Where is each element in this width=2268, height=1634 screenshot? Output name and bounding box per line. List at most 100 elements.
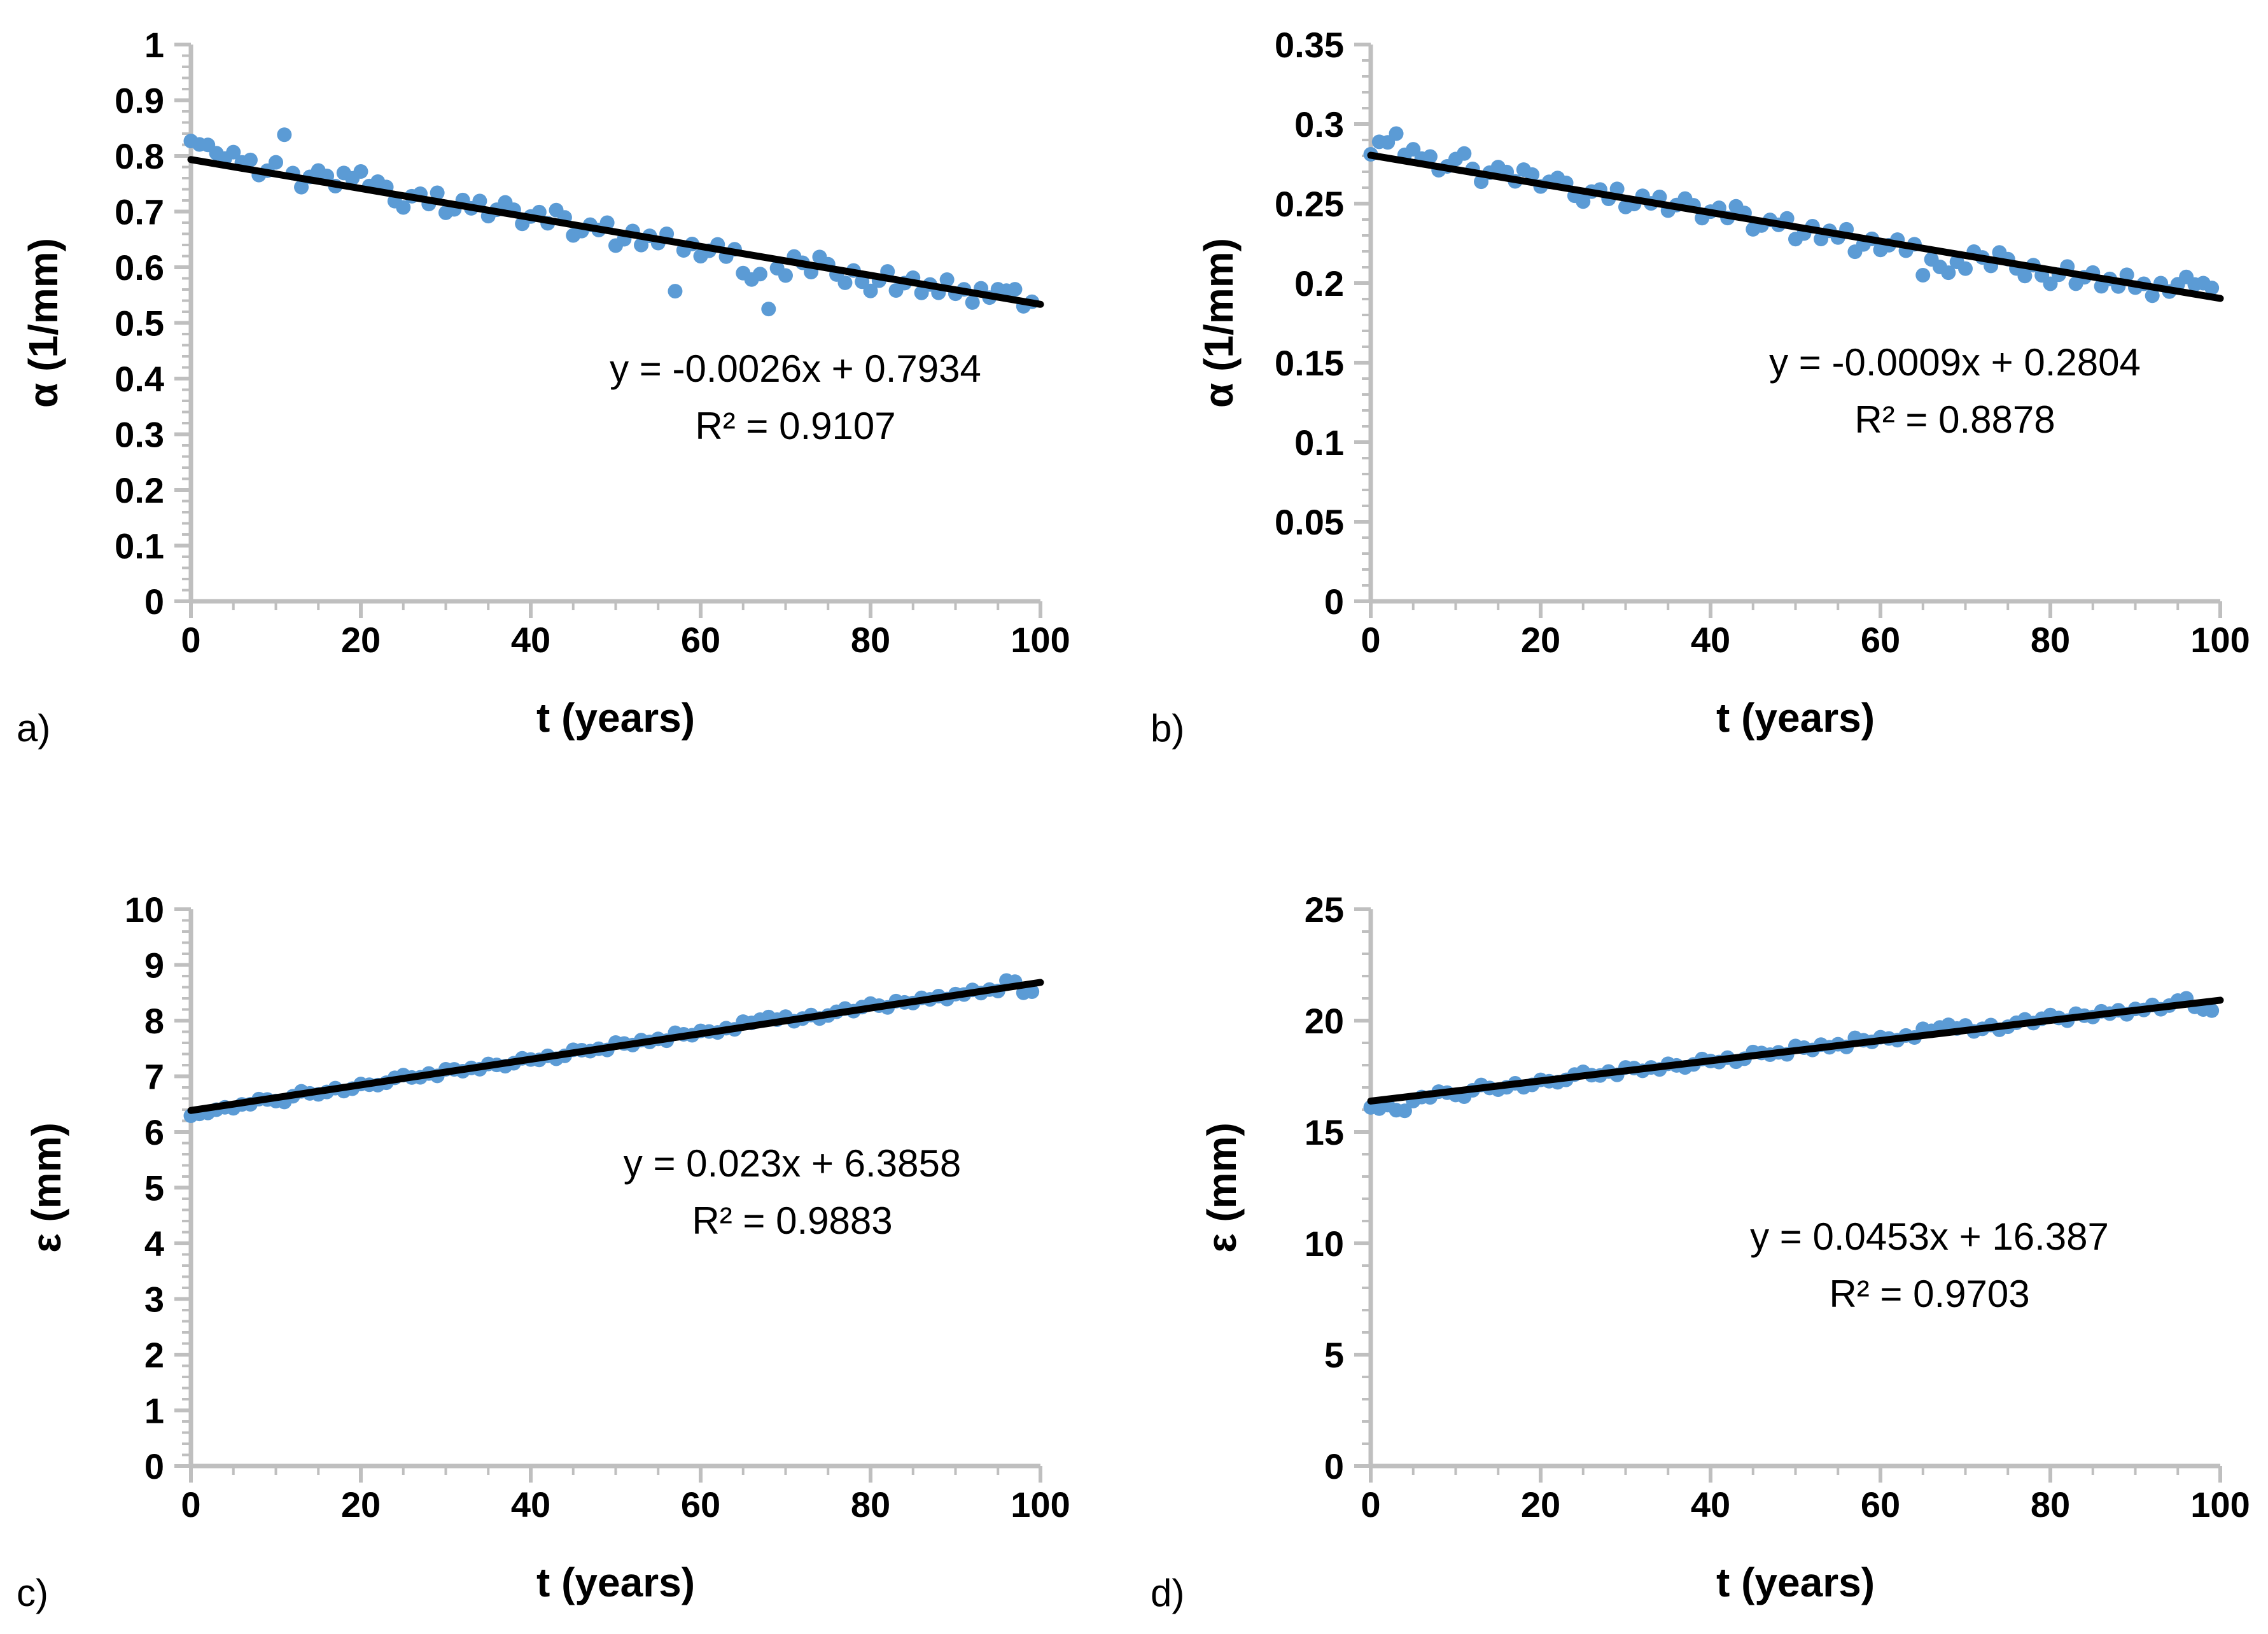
x-axis-title: t (years) [536,1560,695,1605]
chart-d: 0 5 10 15 20 25 0 20 40 60 80 100 y = 0.0453x + 16.3… [1151,890,2250,1614]
scatter-point [294,179,309,195]
scatter-point [668,284,683,299]
trendline-equation: y = 0.023x + 6.3858 [624,1142,961,1185]
trendline [187,979,1044,1114]
scatter-point [226,144,241,160]
y-tick-label: 0.2 [1294,263,1344,304]
panel-label: d) [1151,1572,1184,1614]
y-tick-label: 0.5 [115,304,164,344]
panel-label: b) [1151,707,1184,750]
x-tick-label: 100 [1011,620,1070,660]
x-axis-title: t (years) [1716,1560,1875,1605]
y-tick-label: 10 [1305,1224,1344,1264]
y-tick-label: 20 [1305,1001,1344,1041]
chart-b: 0 0.05 0.1 0.15 0.2 0.25 0.3 0.35 0 20 40 60 80 100 y … [1151,25,2250,750]
y-tick-label: 0 [144,1446,164,1486]
scatter-point [353,164,368,179]
panel-b: 0 0.05 0.1 0.15 0.2 0.25 0.3 0.35 0 20 40 60 80 100 y … [1134,0,2268,817]
x-tick-label: 0 [181,620,200,660]
trendline-equation: y = 0.0453x + 16.387 [1750,1215,2109,1258]
scatter-point [1609,181,1625,197]
scatter-point [2017,269,2033,284]
y-tick-label: 25 [1305,890,1344,930]
x-tick-label: 100 [2190,620,2250,660]
r-squared-label: R² = 0.9107 [695,405,895,447]
panel-c: 0 1 2 3 4 5 6 7 8 9 10 0 20 40 60 80 100 y = 0.023x + 6.3… [0,817,1134,1634]
scatter-point [2204,281,2220,295]
x-tick-label: 80 [2031,1484,2070,1525]
scatter-point [1007,282,1023,297]
y-tick-label: 1 [144,25,164,65]
scatter-point [2204,1003,2220,1018]
x-tick-label: 40 [511,1484,550,1525]
y-tick-label: 4 [144,1224,164,1264]
x-tick-label: 60 [681,1484,720,1525]
x-tick-label: 20 [1521,1484,1560,1525]
x-tick-label: 20 [341,1484,381,1525]
y-tick-label: 9 [144,946,164,986]
y-tick-label: 0.05 [1275,502,1344,542]
scatter-point [1397,1103,1412,1119]
scatter-point [1915,268,1931,283]
r-squared-label: R² = 0.9703 [1829,1273,2029,1315]
x-tick-label: 40 [1691,620,1730,660]
y-tick-label: 3 [144,1280,164,1320]
x-tick-label: 60 [1861,1484,1900,1525]
x-tick-label: 80 [851,1484,890,1525]
y-tick-label: 0.3 [115,415,164,455]
y-axis-title: α (1/mm) [20,238,66,408]
y-tick-label: 0.9 [115,81,164,121]
scatter-point [778,268,793,283]
x-tick-label: 0 [181,1484,200,1525]
scatter-point [2119,267,2134,283]
y-tick-label: 8 [144,1001,164,1041]
panel-label: c) [17,1572,48,1614]
scatter-point [1941,265,1956,281]
y-tick-label: 0.2 [115,470,164,510]
y-tick-label: 6 [144,1112,164,1152]
y-tick-label: 0.1 [1294,422,1344,463]
y-tick-label: 15 [1305,1112,1344,1152]
scatter-point [752,267,767,282]
y-tick-label: 10 [125,890,164,930]
y-tick-label: 0 [144,582,164,622]
scatter-point [1525,167,1540,182]
scatter-point [269,155,283,170]
y-tick-label: 0.25 [1275,184,1344,224]
x-tick-label: 60 [681,620,720,660]
y-tick-label: 0.3 [1294,104,1344,144]
x-tick-label: 100 [1011,1484,1070,1525]
scatter-point [1406,142,1421,157]
scatter-point [1576,194,1591,209]
y-axis-title: ε (mm) [1199,1122,1245,1253]
panel-label: a) [17,707,50,750]
scatter-point [396,200,411,215]
scatter-point [1958,261,1973,276]
scatter-point [242,152,258,167]
y-tick-label: 0.8 [115,136,164,176]
x-tick-label: 80 [2031,620,2070,660]
x-axis-title: t (years) [536,695,695,741]
y-tick-label: 2 [144,1335,164,1375]
x-tick-label: 60 [1861,620,1900,660]
y-tick-label: 0 [1324,1446,1344,1486]
panel-d: 0 5 10 15 20 25 0 20 40 60 80 100 y = 0.0453x + 16.3… [1134,817,2268,1634]
y-tick-label: 0.4 [115,359,164,399]
x-tick-label: 40 [1691,1484,1730,1525]
trendline [1367,151,2224,302]
scatter-point [761,302,776,317]
y-tick-label: 0.35 [1275,25,1344,65]
scatter-point [863,283,878,298]
y-tick-label: 5 [144,1168,164,1208]
x-tick-label: 0 [1361,620,1380,660]
y-tick-label: 0.1 [115,526,164,566]
r-squared-label: R² = 0.9883 [692,1199,892,1242]
y-tick-label: 0.15 [1275,343,1344,383]
r-squared-label: R² = 0.8878 [1854,398,2055,441]
scatter-point [1457,146,1472,161]
scatter-point [1025,984,1040,999]
y-axis-title: ε (mm) [24,1122,69,1253]
x-tick-label: 20 [341,620,381,660]
